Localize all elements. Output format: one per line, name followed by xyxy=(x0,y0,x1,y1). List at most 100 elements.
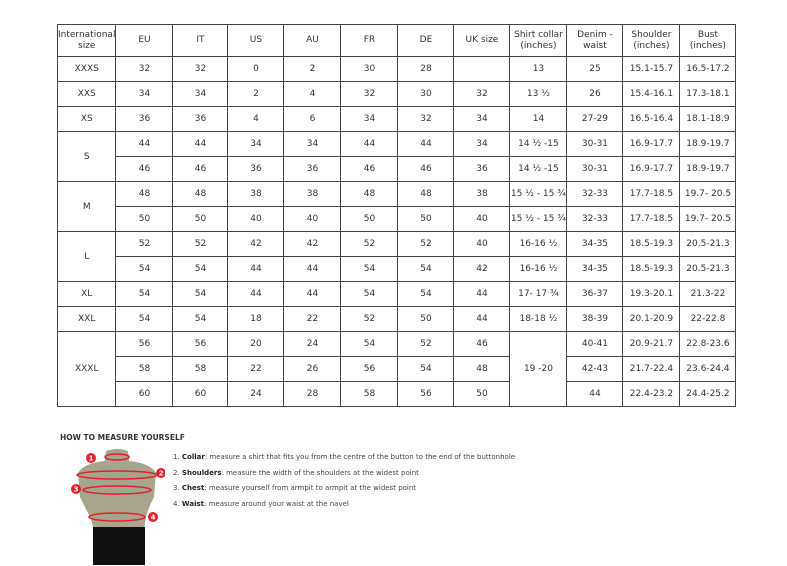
table-cell: 14 ½ -15 xyxy=(509,131,568,157)
table-cell: 36-37 xyxy=(566,281,624,307)
table-cell: 20.9-21.7 xyxy=(622,331,681,357)
international-size-cell: XXXL xyxy=(56,331,117,407)
table-cell: 34 xyxy=(340,106,399,132)
table-cell: 54 xyxy=(397,356,455,382)
step-term: Waist xyxy=(181,499,205,508)
table-cell: 32-33 xyxy=(566,206,624,232)
table-cell: 14 ½ -15 xyxy=(509,156,568,182)
table-cell: 52 xyxy=(340,231,399,257)
table-cell: 58 xyxy=(115,356,174,382)
table-cell: 13 xyxy=(509,56,568,82)
table-row: XXXL 56 56 20 24 54 52 46 19 -20 40-41 20.9-21.7 22… xyxy=(56,331,737,407)
table-cell: 54 xyxy=(340,256,399,282)
table-cell: 50 xyxy=(172,206,229,232)
table-cell: 19.3-20.1 xyxy=(622,281,681,307)
table-cell: 34 xyxy=(453,131,511,157)
table-cell: 17.7-18.5 xyxy=(622,181,681,207)
table-cell: 46 xyxy=(115,156,174,182)
column-header: FR xyxy=(340,24,399,57)
table-cell: 22 xyxy=(227,356,285,382)
table-row: 46 46 36 36 46 46 36 14 ½ -15 30-31 16.9-17.7 18.9… xyxy=(58,156,737,182)
table-cell: 50 xyxy=(340,206,399,232)
table-cell: 38 xyxy=(227,181,285,207)
svg-text:3: 3 xyxy=(74,486,79,494)
table-cell: 48 xyxy=(340,181,399,207)
table-cell: 16.9-17.7 xyxy=(622,156,681,182)
table-cell: 26 xyxy=(566,81,624,107)
table-row: 60 60 24 28 58 56 50 44 22.4-23.2 24.4-25.2 xyxy=(58,381,737,407)
table-cell: 30-31 xyxy=(566,156,624,182)
table-cell: 28 xyxy=(283,381,342,407)
table-cell: 21.3-22 xyxy=(679,281,737,307)
table-row: M 48 48 38 38 48 48 38 15 ½ - 15 ¾ 32-33 17.7-18.5… xyxy=(56,181,737,232)
measure-step: 4. Waist: measure around your waist at t… xyxy=(173,497,515,513)
table-cell: 52 xyxy=(397,231,455,257)
size-chart-table: International size EU IT US AU FR DE UK size Shi… xyxy=(56,24,737,407)
table-cell: 22.8-23.6 xyxy=(679,331,737,357)
table-cell: 14 xyxy=(509,106,568,132)
table-cell: 40-41 xyxy=(566,331,624,357)
step-text: : measure the width of the shoulders at … xyxy=(221,468,419,477)
table-cell: 4 xyxy=(283,81,342,107)
table-cell: 13 ½ xyxy=(509,81,568,107)
table-cell: 36 xyxy=(227,156,285,182)
table-cell: 22-22.8 xyxy=(679,306,737,332)
marker-icons: 1 2 3 4 xyxy=(71,453,165,522)
table-row: XXXS 32 32 0 2 30 28 13 25 15.1-15.7 16.5-17.2 xyxy=(56,56,737,82)
table-cell: 46 xyxy=(340,156,399,182)
table-cell: 20.1-20.9 xyxy=(622,306,681,332)
column-header: US xyxy=(227,24,285,57)
table-cell: 25 xyxy=(566,56,624,82)
measure-step: 3. Chest: measure yourself from armpit t… xyxy=(173,481,515,497)
step-number: 4. xyxy=(173,499,180,508)
table-cell: 56 xyxy=(115,331,174,357)
table-cell: 46 xyxy=(172,156,229,182)
table-cell: 24 xyxy=(227,381,285,407)
svg-text:4: 4 xyxy=(151,514,156,522)
column-header: AU xyxy=(283,24,342,57)
table-cell: 32 xyxy=(340,81,399,107)
table-row: 54 54 44 44 54 54 42 16-16 ½ 34-35 18.5-19.3 20.5-… xyxy=(58,256,737,282)
table-cell: 32 xyxy=(172,56,229,82)
column-header: International size xyxy=(56,24,117,57)
table-cell: 44 xyxy=(453,306,511,332)
table-cell: 44 xyxy=(283,281,342,307)
table-cell: 34 xyxy=(172,81,229,107)
svg-text:2: 2 xyxy=(159,470,164,478)
table-cell: 56 xyxy=(340,356,399,382)
table-cell: 36 xyxy=(115,106,174,132)
table-cell: 18.9-19.7 xyxy=(679,156,737,182)
measure-step: 2. Shoulders: measure the width of the s… xyxy=(173,466,515,482)
measure-step: 1. Collar: measure a shirt that fits you… xyxy=(173,450,515,466)
table-cell: 50 xyxy=(397,306,455,332)
table-cell: 50 xyxy=(397,206,455,232)
table-cell: 44 xyxy=(283,256,342,282)
table-cell: 34-35 xyxy=(566,256,624,282)
table-cell: 34 xyxy=(283,131,342,157)
table-cell: 21.7-22.4 xyxy=(622,356,681,382)
table-cell: 16-16 ½ xyxy=(509,256,568,282)
table-cell: 54 xyxy=(340,281,399,307)
table-cell: 22.4-23.2 xyxy=(622,381,681,407)
table-cell: 20 xyxy=(227,331,285,357)
table-cell: 32 xyxy=(453,81,511,107)
column-header: UK size xyxy=(453,24,511,57)
measure-steps-list: 1. Collar: measure a shirt that fits you… xyxy=(173,450,515,512)
table-cell: 15 ½ - 15 ¾ xyxy=(509,181,568,207)
table-cell: 34 xyxy=(453,106,511,132)
step-term: Chest xyxy=(181,484,205,492)
table-cell: 18.9-19.7 xyxy=(679,131,737,157)
table-cell: 18.5-19.3 xyxy=(622,231,681,257)
table-cell: 44 xyxy=(566,381,624,407)
column-header: DE xyxy=(397,24,455,57)
step-term: Shoulders xyxy=(181,468,222,477)
column-header: Shirt collar (inches) xyxy=(509,24,568,57)
table-cell: 42 xyxy=(283,231,342,257)
table-cell: 36 xyxy=(283,156,342,182)
svg-text:1: 1 xyxy=(89,455,94,463)
table-cell: 50 xyxy=(453,381,511,407)
table-cell: 0 xyxy=(227,56,285,82)
table-cell: 48 xyxy=(453,356,511,382)
table-cell: 19.7- 20.5 xyxy=(679,206,737,232)
international-size-cell: XS xyxy=(56,106,117,132)
